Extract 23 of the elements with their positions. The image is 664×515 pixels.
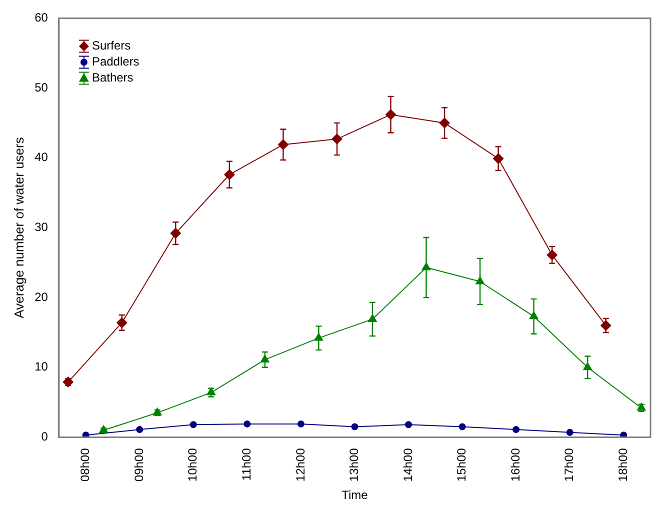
x-tick-label: 13h00	[347, 448, 362, 482]
x-tick-label: 18h00	[616, 448, 630, 482]
y-tick-label: 50	[34, 80, 48, 94]
x-axis-title: Time	[342, 488, 368, 502]
y-tick-label: 0	[41, 430, 48, 444]
y-tick-label: 60	[34, 10, 48, 25]
y-tick-label: 20	[34, 290, 48, 304]
y-axis-title: Average number of water users	[11, 136, 26, 318]
legend-label: Bathers	[92, 70, 134, 85]
x-tick-label: 11h00	[239, 448, 254, 481]
x-tick-label: 16h00	[508, 448, 522, 482]
x-tick-label: 15h00	[454, 448, 469, 482]
y-tick-label: 10	[34, 360, 48, 374]
legend-label: Surfers	[92, 38, 131, 53]
x-tick-label: 10h00	[186, 448, 200, 482]
x-tick-label: 17h00	[562, 448, 576, 482]
y-tick-label: 40	[34, 150, 48, 164]
x-tick-label: 12h00	[293, 448, 308, 482]
x-tick-label: 09h00	[132, 448, 146, 482]
y-tick-label: 30	[34, 220, 48, 234]
legend-label: Paddlers	[92, 54, 140, 69]
x-tick-label: 08h00	[78, 448, 92, 482]
x-tick-label: 14h00	[400, 448, 415, 482]
